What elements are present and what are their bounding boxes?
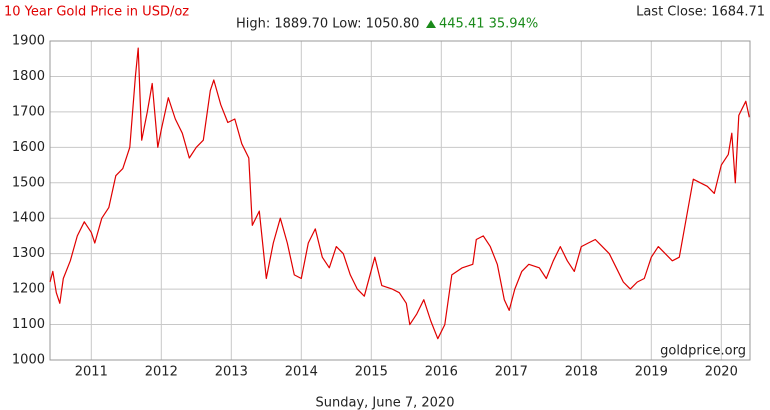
x-tick-label: 2012 xyxy=(145,365,178,380)
x-tick-label: 2013 xyxy=(215,365,248,380)
x-tick-label: 2020 xyxy=(705,365,738,380)
plot-frame xyxy=(49,40,751,361)
y-tick-label: 1500 xyxy=(12,175,45,190)
y-tick-label: 1400 xyxy=(12,211,45,226)
y-tick-label: 1900 xyxy=(12,34,45,49)
x-tick-label: 2011 xyxy=(75,365,108,380)
x-tick-label: 2015 xyxy=(355,365,388,380)
chart-title: 10 Year Gold Price in USD/oz xyxy=(4,5,189,20)
y-tick-label: 1700 xyxy=(12,104,45,119)
y-tick-label: 1200 xyxy=(12,282,45,297)
x-tick-label: 2014 xyxy=(285,365,318,380)
x-tick-label: 2018 xyxy=(565,365,598,380)
date-label: Sunday, June 7, 2020 xyxy=(316,396,455,410)
x-tick-label: 2016 xyxy=(425,365,458,380)
price-line xyxy=(49,47,750,340)
y-tick-label: 1100 xyxy=(12,317,45,332)
y-tick-label: 1600 xyxy=(12,140,45,155)
watermark: goldprice.org xyxy=(660,344,746,359)
last-close: Last Close: 1684.71 xyxy=(636,5,765,20)
up-arrow xyxy=(426,20,436,28)
y-tick-label: 1800 xyxy=(12,69,45,84)
y-tick-label: 1000 xyxy=(12,353,45,368)
x-tick-label: 2017 xyxy=(495,365,528,380)
x-tick-label: 2019 xyxy=(635,365,668,380)
price-change: 445.41 35.94% xyxy=(439,17,538,32)
y-tick-label: 1300 xyxy=(12,246,45,261)
price-summary: High: 1889.70 Low: 1050.80 xyxy=(236,17,419,32)
